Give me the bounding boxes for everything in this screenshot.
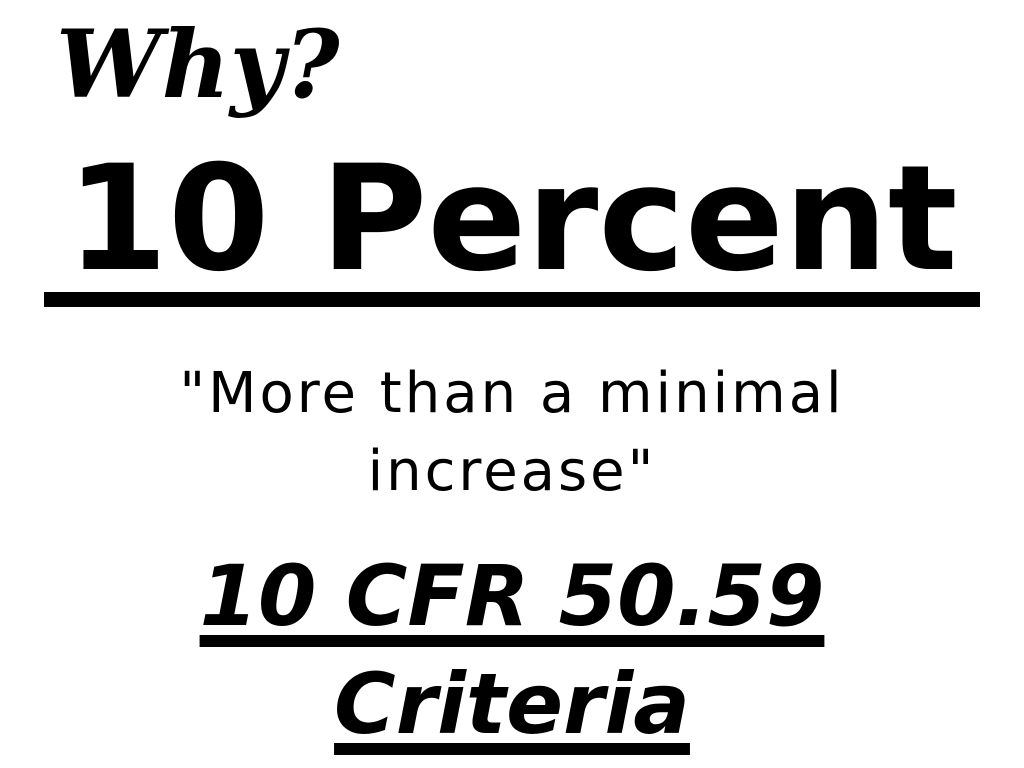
- cfr-heading-row-1: 10 CFR 50.59: [0, 542, 1024, 650]
- cfr-heading-line-1: 10 CFR 50.59: [199, 547, 825, 645]
- slide-title-row: 10 Percent: [0, 146, 1024, 307]
- slide-eyebrow-why: Why?: [56, 10, 340, 120]
- cfr-heading-line-2: Criteria: [334, 655, 690, 753]
- slide-title-10-percent: 10 Percent: [44, 146, 980, 307]
- slide-quote-block: "More than a minimal increase": [0, 355, 1024, 511]
- slide-cfr-heading-block: 10 CFR 50.59 Criteria: [0, 542, 1024, 758]
- cfr-heading-row-2: Criteria: [0, 650, 1024, 758]
- quote-line-2: increase": [367, 439, 657, 504]
- quote-line-1: "More than a minimal: [179, 361, 845, 426]
